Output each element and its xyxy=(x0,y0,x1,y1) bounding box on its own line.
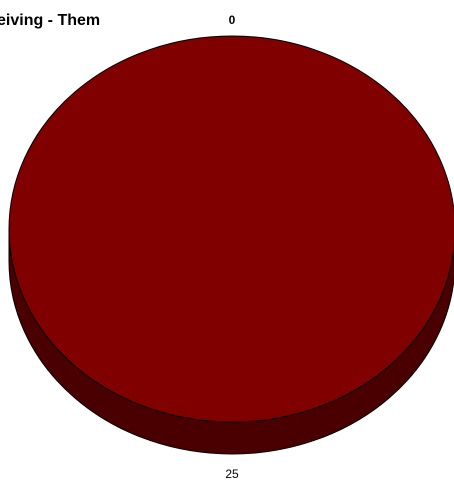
slice-label-0: 0 xyxy=(229,13,236,27)
pie-slice-25 xyxy=(8,35,454,423)
chart-title: eiving - Them xyxy=(0,12,100,29)
slice-label-25: 25 xyxy=(225,467,239,481)
label-layer: 0 25 xyxy=(225,13,239,481)
pie-layer xyxy=(8,35,454,455)
